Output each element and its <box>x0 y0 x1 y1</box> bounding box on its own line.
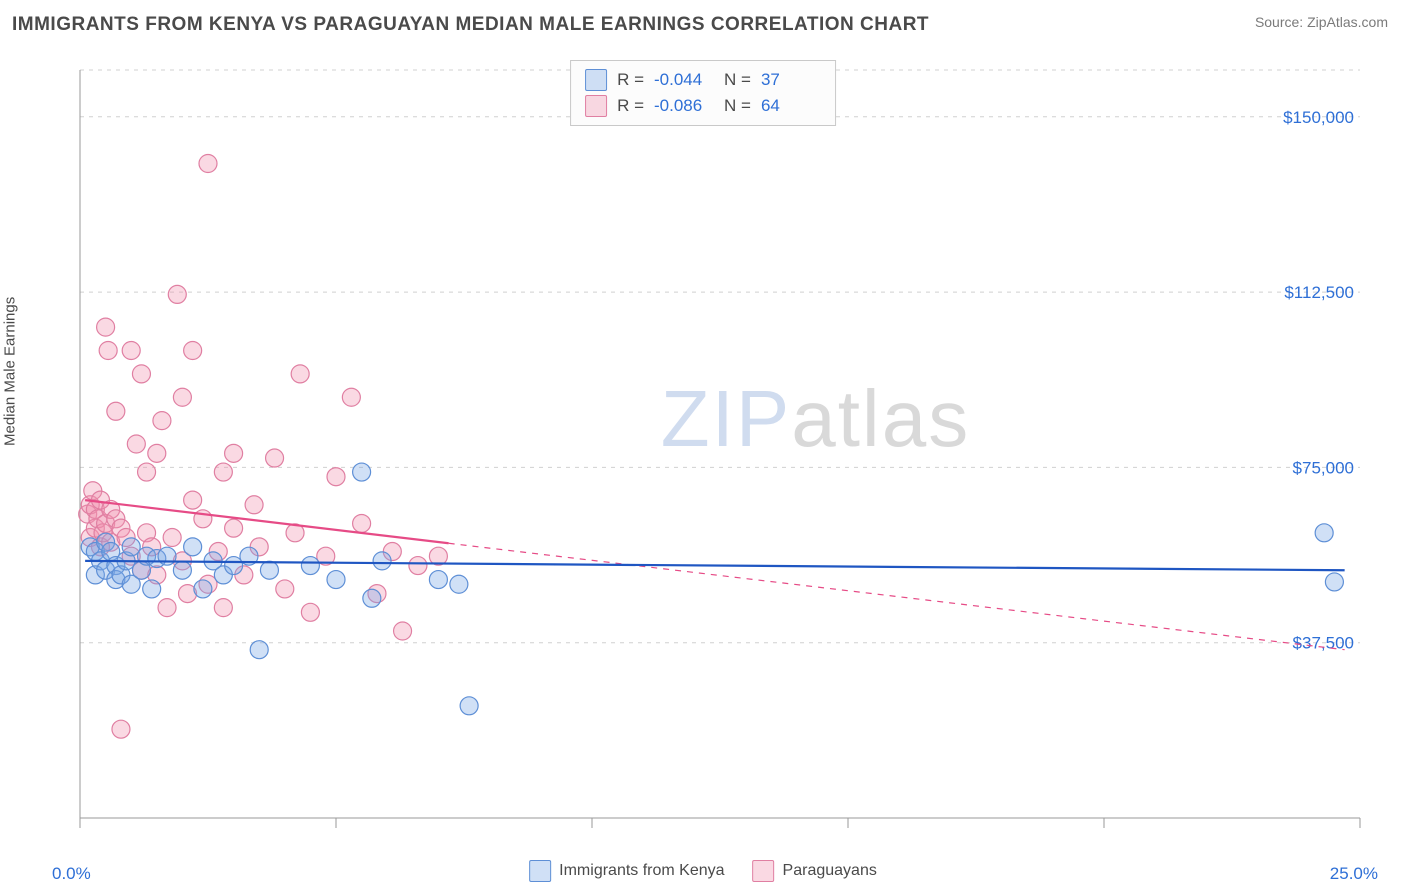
correlation-legend-box: R = -0.044 N = 37 R = -0.086 N = 64 <box>570 60 836 126</box>
chart-container: IMMIGRANTS FROM KENYA VS PARAGUAYAN MEDI… <box>0 0 1406 892</box>
n-value-series2: 64 <box>761 96 821 116</box>
svg-text:$150,000: $150,000 <box>1283 108 1354 127</box>
bottom-legend-label-2: Paraguayans <box>783 862 877 880</box>
n-label-2: N = <box>724 96 751 116</box>
scatter-chart-svg: $37,500 $75,000 $112,500 $150,000 <box>50 58 1390 838</box>
r-label-2: R = <box>617 96 644 116</box>
r-value-series2: -0.086 <box>654 96 714 116</box>
bottom-legend-label-1: Immigrants from Kenya <box>559 862 724 880</box>
x-axis-min-label: 0.0% <box>52 864 91 884</box>
r-value-series1: -0.044 <box>654 70 714 90</box>
source-link[interactable]: ZipAtlas.com <box>1307 14 1388 30</box>
n-label-1: N = <box>724 70 751 90</box>
legend-swatch-series1 <box>585 69 607 91</box>
bottom-legend-item-1: Immigrants from Kenya <box>529 860 724 882</box>
legend-row-series1: R = -0.044 N = 37 <box>585 67 821 93</box>
bottom-legend-swatch-2 <box>753 860 775 882</box>
r-label-1: R = <box>617 70 644 90</box>
legend-swatch-series2 <box>585 95 607 117</box>
y-axis-label: Median Male Earnings <box>2 297 19 446</box>
bottom-legend: Immigrants from Kenya Paraguayans <box>529 860 877 882</box>
chart-title: IMMIGRANTS FROM KENYA VS PARAGUAYAN MEDI… <box>12 14 929 36</box>
source-attribution: Source: ZipAtlas.com <box>1255 14 1388 30</box>
bottom-legend-swatch-1 <box>529 860 551 882</box>
n-value-series1: 37 <box>761 70 821 90</box>
svg-text:$37,500: $37,500 <box>1293 634 1354 653</box>
source-prefix: Source: <box>1255 14 1307 30</box>
svg-text:$112,500: $112,500 <box>1284 283 1354 302</box>
plot-area: $37,500 $75,000 $112,500 $150,000 <box>50 58 1390 838</box>
x-axis-max-label: 25.0% <box>1330 864 1378 884</box>
legend-row-series2: R = -0.086 N = 64 <box>585 93 821 119</box>
bottom-legend-item-2: Paraguayans <box>753 860 877 882</box>
svg-text:$75,000: $75,000 <box>1293 458 1354 477</box>
